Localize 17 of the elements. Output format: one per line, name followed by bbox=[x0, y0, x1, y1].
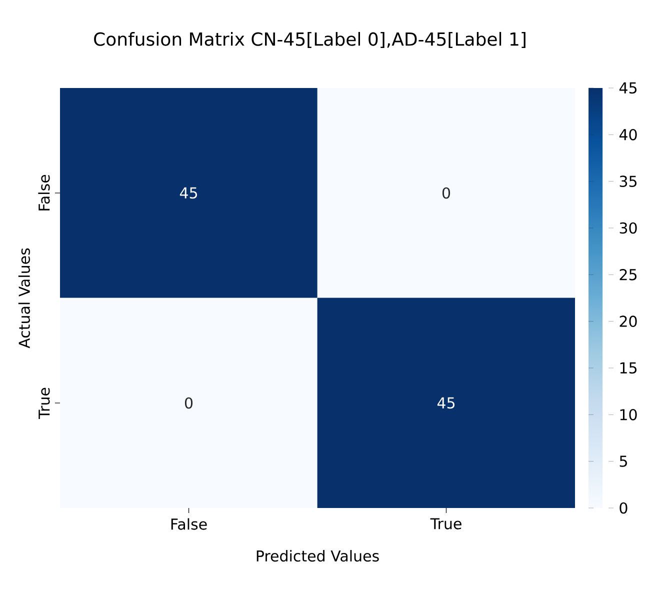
color-bar-label: 0 bbox=[620, 502, 628, 514]
data-label: 0 bbox=[442, 187, 450, 199]
color-bar-label: 40 bbox=[619, 128, 637, 140]
data-label: 0 bbox=[184, 397, 193, 409]
color-bar-label: 35 bbox=[620, 176, 636, 188]
color-bar-label: 10 bbox=[620, 408, 637, 420]
data-label: 45 bbox=[180, 187, 197, 199]
color-bar-label: 20 bbox=[620, 316, 637, 328]
color-bar-label: 25 bbox=[620, 268, 636, 280]
chart-title: Confusion Matrix CN-45[Label 0],AD-45[Label 1] bbox=[94, 32, 526, 48]
y-axis-title: Actual Values bbox=[18, 248, 30, 348]
color-bar-label: 5 bbox=[620, 456, 627, 467]
color-bar-label: 15 bbox=[620, 362, 636, 374]
data-label: 45 bbox=[437, 397, 454, 409]
x-axis-title: Predicted Values bbox=[256, 550, 379, 562]
color-bar-label: 45 bbox=[619, 82, 636, 94]
color-bar-label: 30 bbox=[620, 222, 637, 234]
